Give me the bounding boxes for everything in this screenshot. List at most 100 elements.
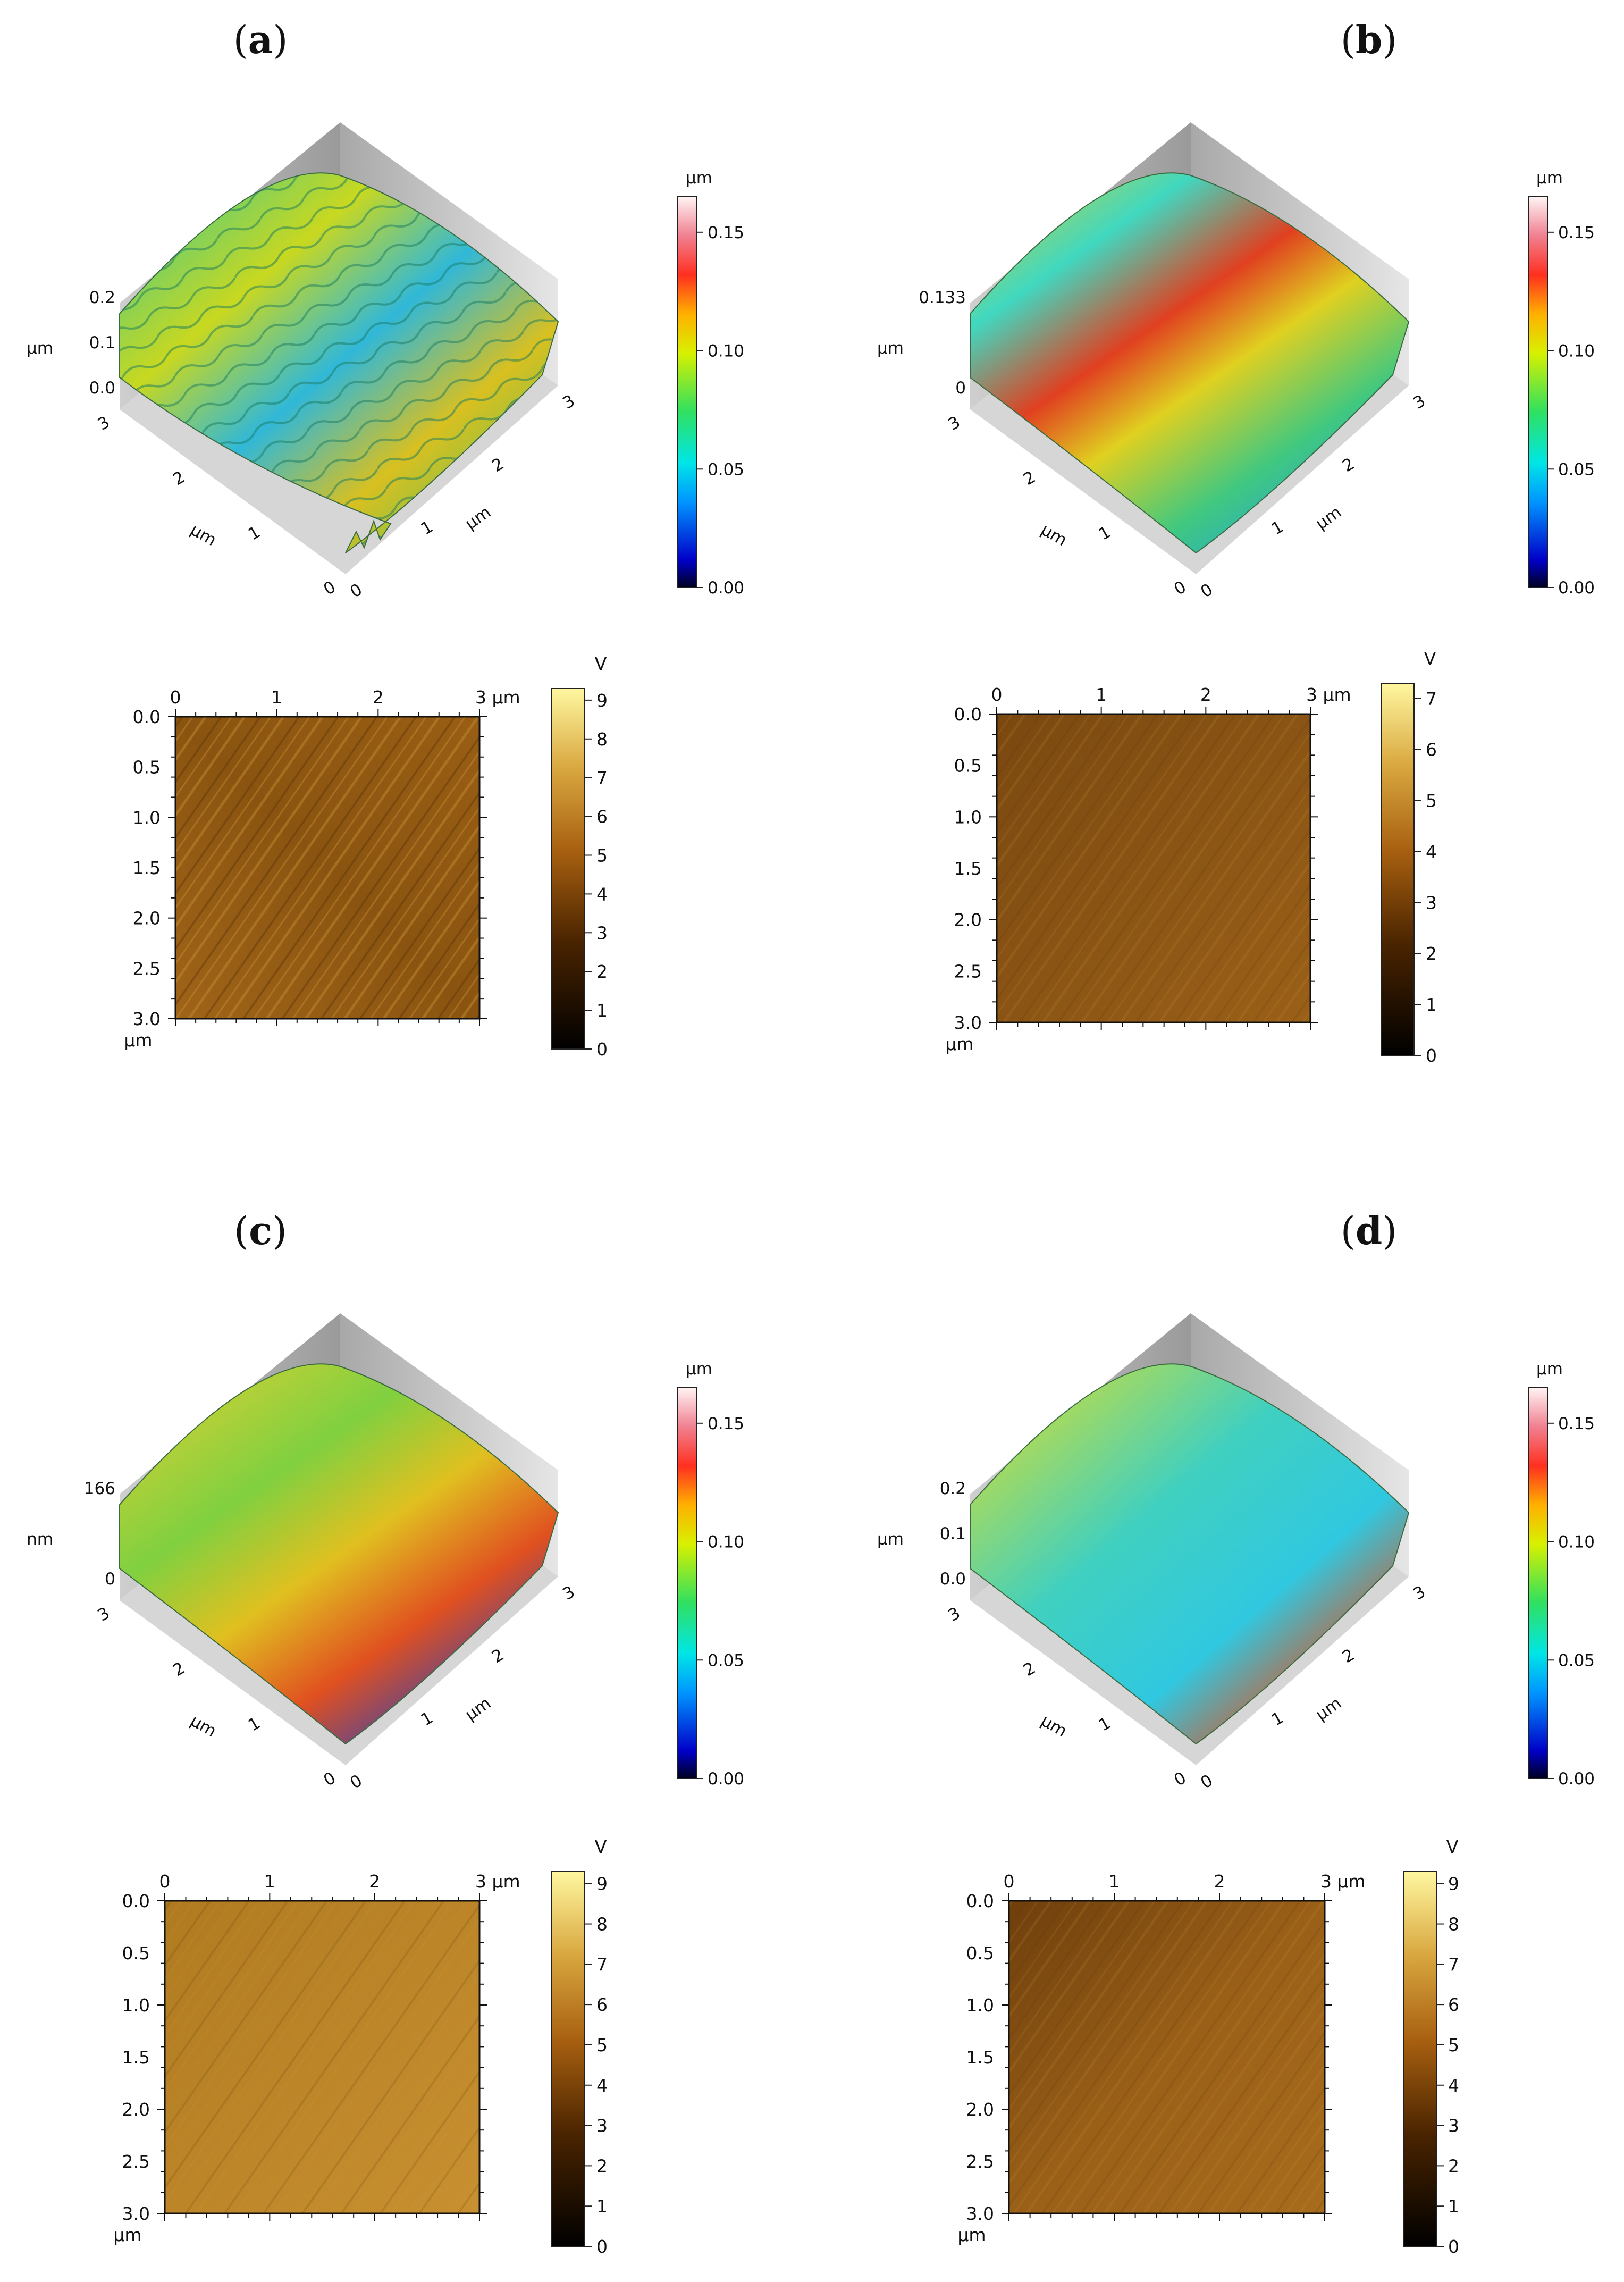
image-x-tick-label: 3 µm (475, 687, 520, 708)
phase-colorbar-scale (1381, 683, 1415, 1056)
phase-colorbar-tick-label: 8 (596, 1914, 608, 1935)
phase-colorbar-tick-label: 9 (596, 1874, 608, 1894)
phase-colorbar-tick-label: 6 (596, 807, 608, 827)
phase-colorbar-unit: V (1446, 1836, 1459, 1857)
phase-colorbar: V 9 8 7 6 5 4 3 2 1 0 (551, 653, 608, 1060)
y-tick-label: 2 (170, 1658, 188, 1680)
phase-colorbar-tick-label: 9 (596, 690, 608, 711)
height-colorbar-unit: µm (1536, 1360, 1563, 1379)
image-y-tick-label: 0.0 (122, 1891, 150, 1911)
phase-colorbar-tick-label: 8 (596, 729, 608, 750)
phase-colorbar-tick-label: 1 (596, 1000, 608, 1021)
x-tick-label: 0 (347, 580, 365, 602)
image-y-tick-label: 1.0 (133, 807, 161, 828)
phase-image-plot: 0 1 2 3 µm 0.0 0.5 1.0 1.5 2.0 2.5 3.0µm (957, 1871, 1365, 2245)
phase-colorbar-tick-label: 0 (596, 1039, 608, 1060)
y-tick-label: 3 (945, 413, 963, 434)
image-y-tick-label: 1.5 (966, 2047, 994, 2068)
height-colorbar-tick-label: 0.00 (1558, 578, 1595, 598)
y-axis-unit: µm (1038, 1711, 1070, 1741)
phase-colorbar-tick-label: 1 (596, 2196, 608, 2217)
x-tick-label: 3 (1410, 391, 1428, 413)
z-axis-unit: µm (877, 1530, 904, 1549)
image-y-tick-label: 3.0 (133, 1009, 161, 1029)
height-colorbar-unit: µm (686, 169, 712, 188)
phase-colorbar-tick-label: 0 (1426, 1045, 1437, 1066)
y-tick-label: 2 (1020, 1658, 1039, 1680)
x-tick-label: 1 (1268, 517, 1287, 539)
y-tick-label: 3 (94, 413, 113, 434)
phase-colorbar-tick-label: 0 (1448, 2236, 1459, 2257)
phase-colorbar-unit: V (1424, 648, 1436, 669)
surface-3d-plot: 0.133 0 µm 0 1 2 3 µm 0 1 2 3 µm (877, 122, 1429, 602)
image-y-tick-label: 0.5 (966, 1943, 994, 1964)
phase-colorbar-tick-label: 2 (596, 961, 608, 982)
x-tick-label: 3 (559, 1582, 578, 1604)
image-y-tick-label: 3.0 (122, 2203, 150, 2224)
height-colorbar-tick-label: 0.05 (1558, 1651, 1595, 1670)
panel-d: (d)0.20.10.0µm0123µm0123µmµm0.150.100.05… (877, 1208, 1595, 2257)
height-colorbar-scale (1528, 196, 1548, 588)
y-tick-label: 1 (1096, 522, 1114, 544)
image-y-tick-label: 0.5 (954, 756, 982, 776)
phase-image-frame (1008, 1900, 1326, 2214)
z-axis-unit: µm (877, 339, 904, 358)
height-colorbar-tick-label: 0.00 (1558, 1769, 1595, 1789)
image-x-tick-label: 0 (1004, 1871, 1015, 1892)
phase-colorbar-tick-label: 4 (596, 884, 608, 904)
y-tick-label: 2 (170, 467, 188, 489)
image-y-tick-label: 0.5 (133, 757, 161, 778)
phase-image-texture (165, 1901, 479, 2213)
image-x-tick-label: 1 (1096, 684, 1107, 705)
height-colorbar-tick-label: 0.10 (708, 1533, 744, 1552)
height-colorbar-tick-label: 0.10 (1558, 1533, 1595, 1552)
phase-colorbar-tick-label: 7 (1426, 689, 1437, 709)
y-tick-label: 0 (320, 1768, 339, 1790)
z-tick-label: 0 (105, 1570, 115, 1589)
z-tick-label: 0.133 (919, 288, 966, 307)
y-tick-label: 0 (1171, 577, 1189, 599)
image-x-tick-label: 3 µm (1320, 1871, 1366, 1892)
height-colorbar-scale (1528, 1387, 1548, 1779)
image-y-tick-label: 2.5 (954, 961, 982, 981)
y-tick-label: 1 (1096, 1713, 1114, 1735)
height-colorbar-tick-label: 0.00 (708, 578, 744, 598)
panel-a: (a)0.20.10.0µm0123µm0123µmµm0.150.100.05… (27, 17, 744, 1060)
z-tick-label: 166 (84, 1479, 115, 1498)
z-tick-label: 0.1 (89, 333, 115, 353)
image-y-tick-label: 2.0 (133, 908, 161, 929)
phase-colorbar-tick-label: 5 (596, 2035, 608, 2056)
phase-colorbar-tick-label: 2 (1426, 943, 1437, 964)
phase-colorbar-tick-label: 1 (1448, 2196, 1459, 2217)
image-y-tick-label: 2.0 (966, 2099, 994, 2120)
x-tick-label: 3 (559, 391, 578, 413)
panel-label: (c) (234, 1208, 287, 1253)
image-y-tick-label: 1.5 (954, 858, 982, 879)
height-colorbar: µm 0.15 0.10 0.05 0.00 (677, 1360, 744, 1789)
surface-height-map (970, 172, 1410, 554)
x-tick-label: 3 (1410, 1582, 1428, 1604)
image-y-tick-label: 2.5 (966, 2151, 994, 2172)
phase-colorbar-tick-label: 1 (1426, 994, 1437, 1015)
panel-b: (b)0.1330µm0123µm0123µmµm0.150.100.050.0… (877, 17, 1595, 1066)
image-x-tick-label: 1 (271, 687, 282, 708)
image-y-axis-unit: µm (113, 2225, 141, 2245)
image-y-tick-label: 3.0 (966, 2203, 994, 2224)
y-tick-label: 0 (320, 577, 339, 599)
z-tick-label: 0.2 (940, 1479, 966, 1498)
phase-image-frame (174, 716, 481, 1020)
phase-colorbar-tick-label: 3 (596, 922, 608, 943)
image-y-tick-label: 1.0 (954, 807, 982, 827)
height-colorbar: µm 0.15 0.10 0.05 0.00 (677, 169, 744, 598)
phase-colorbar-tick-label: 4 (1426, 841, 1437, 862)
phase-colorbar-tick-label: 7 (596, 1954, 608, 1975)
height-colorbar-tick-label: 0.10 (708, 342, 744, 361)
image-x-tick-label: 0 (991, 684, 1003, 705)
phase-colorbar-tick-label: 7 (596, 768, 608, 788)
image-y-tick-label: 2.0 (954, 910, 982, 930)
image-y-tick-label: 2.5 (122, 2151, 150, 2172)
phase-colorbar-tick-label: 4 (1448, 2075, 1459, 2096)
height-colorbar-unit: µm (686, 1360, 712, 1379)
phase-colorbar: V 9 8 7 6 5 4 3 2 1 0 (1403, 1836, 1459, 2257)
